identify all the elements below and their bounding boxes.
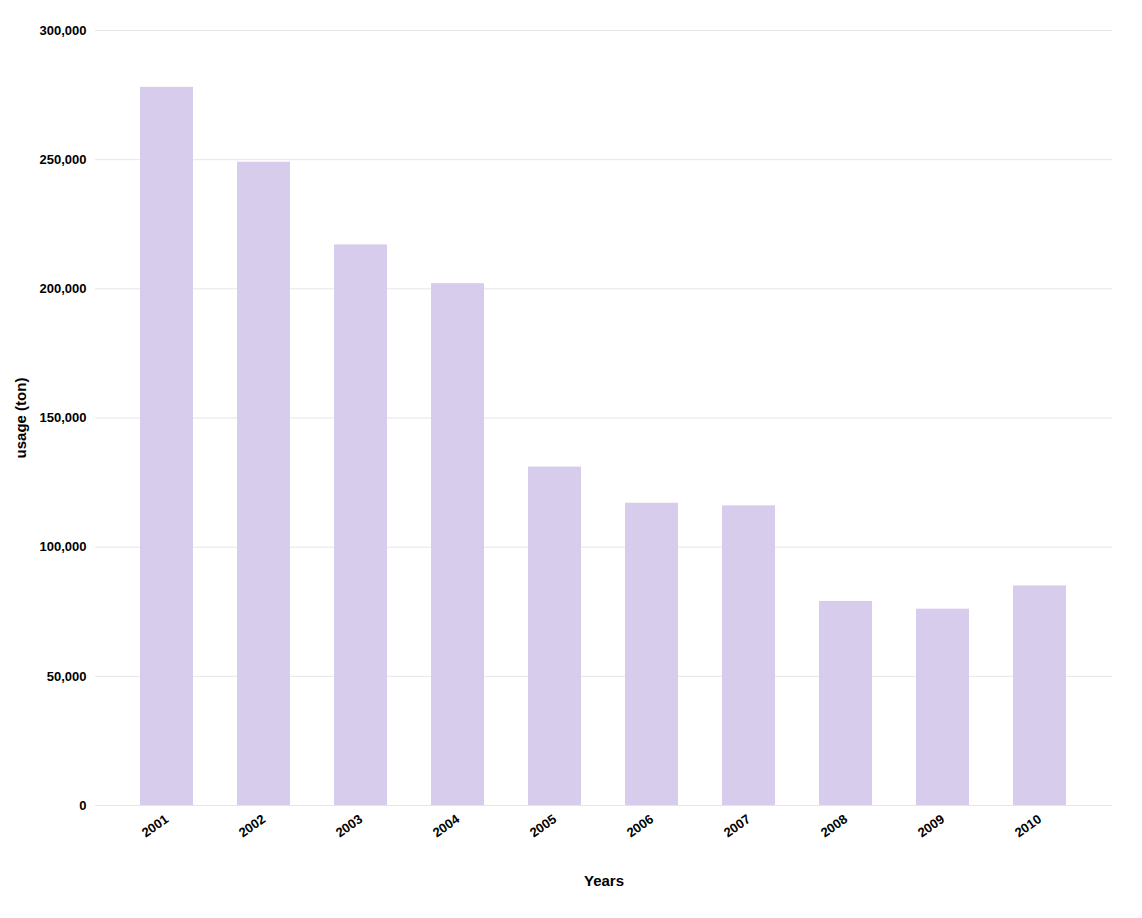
svg-text:150,000: 150,000 <box>40 410 87 425</box>
svg-text:2008: 2008 <box>818 811 850 840</box>
svg-text:200,000: 200,000 <box>40 281 87 296</box>
svg-text:2005: 2005 <box>527 811 559 840</box>
svg-text:2006: 2006 <box>624 811 656 840</box>
svg-text:300,000: 300,000 <box>40 23 87 38</box>
svg-text:Years: Years <box>584 872 624 889</box>
svg-text:100,000: 100,000 <box>40 539 87 554</box>
svg-text:0: 0 <box>79 798 86 813</box>
svg-text:2003: 2003 <box>333 811 365 840</box>
svg-text:usage (ton): usage (ton) <box>12 378 29 459</box>
svg-text:2009: 2009 <box>915 811 947 840</box>
svg-text:2010: 2010 <box>1012 811 1044 840</box>
svg-text:2007: 2007 <box>721 811 753 840</box>
svg-text:2002: 2002 <box>236 811 268 840</box>
svg-text:50,000: 50,000 <box>47 668 87 683</box>
svg-text:250,000: 250,000 <box>40 152 87 167</box>
svg-text:2004: 2004 <box>430 811 463 840</box>
svg-text:2001: 2001 <box>139 811 171 840</box>
